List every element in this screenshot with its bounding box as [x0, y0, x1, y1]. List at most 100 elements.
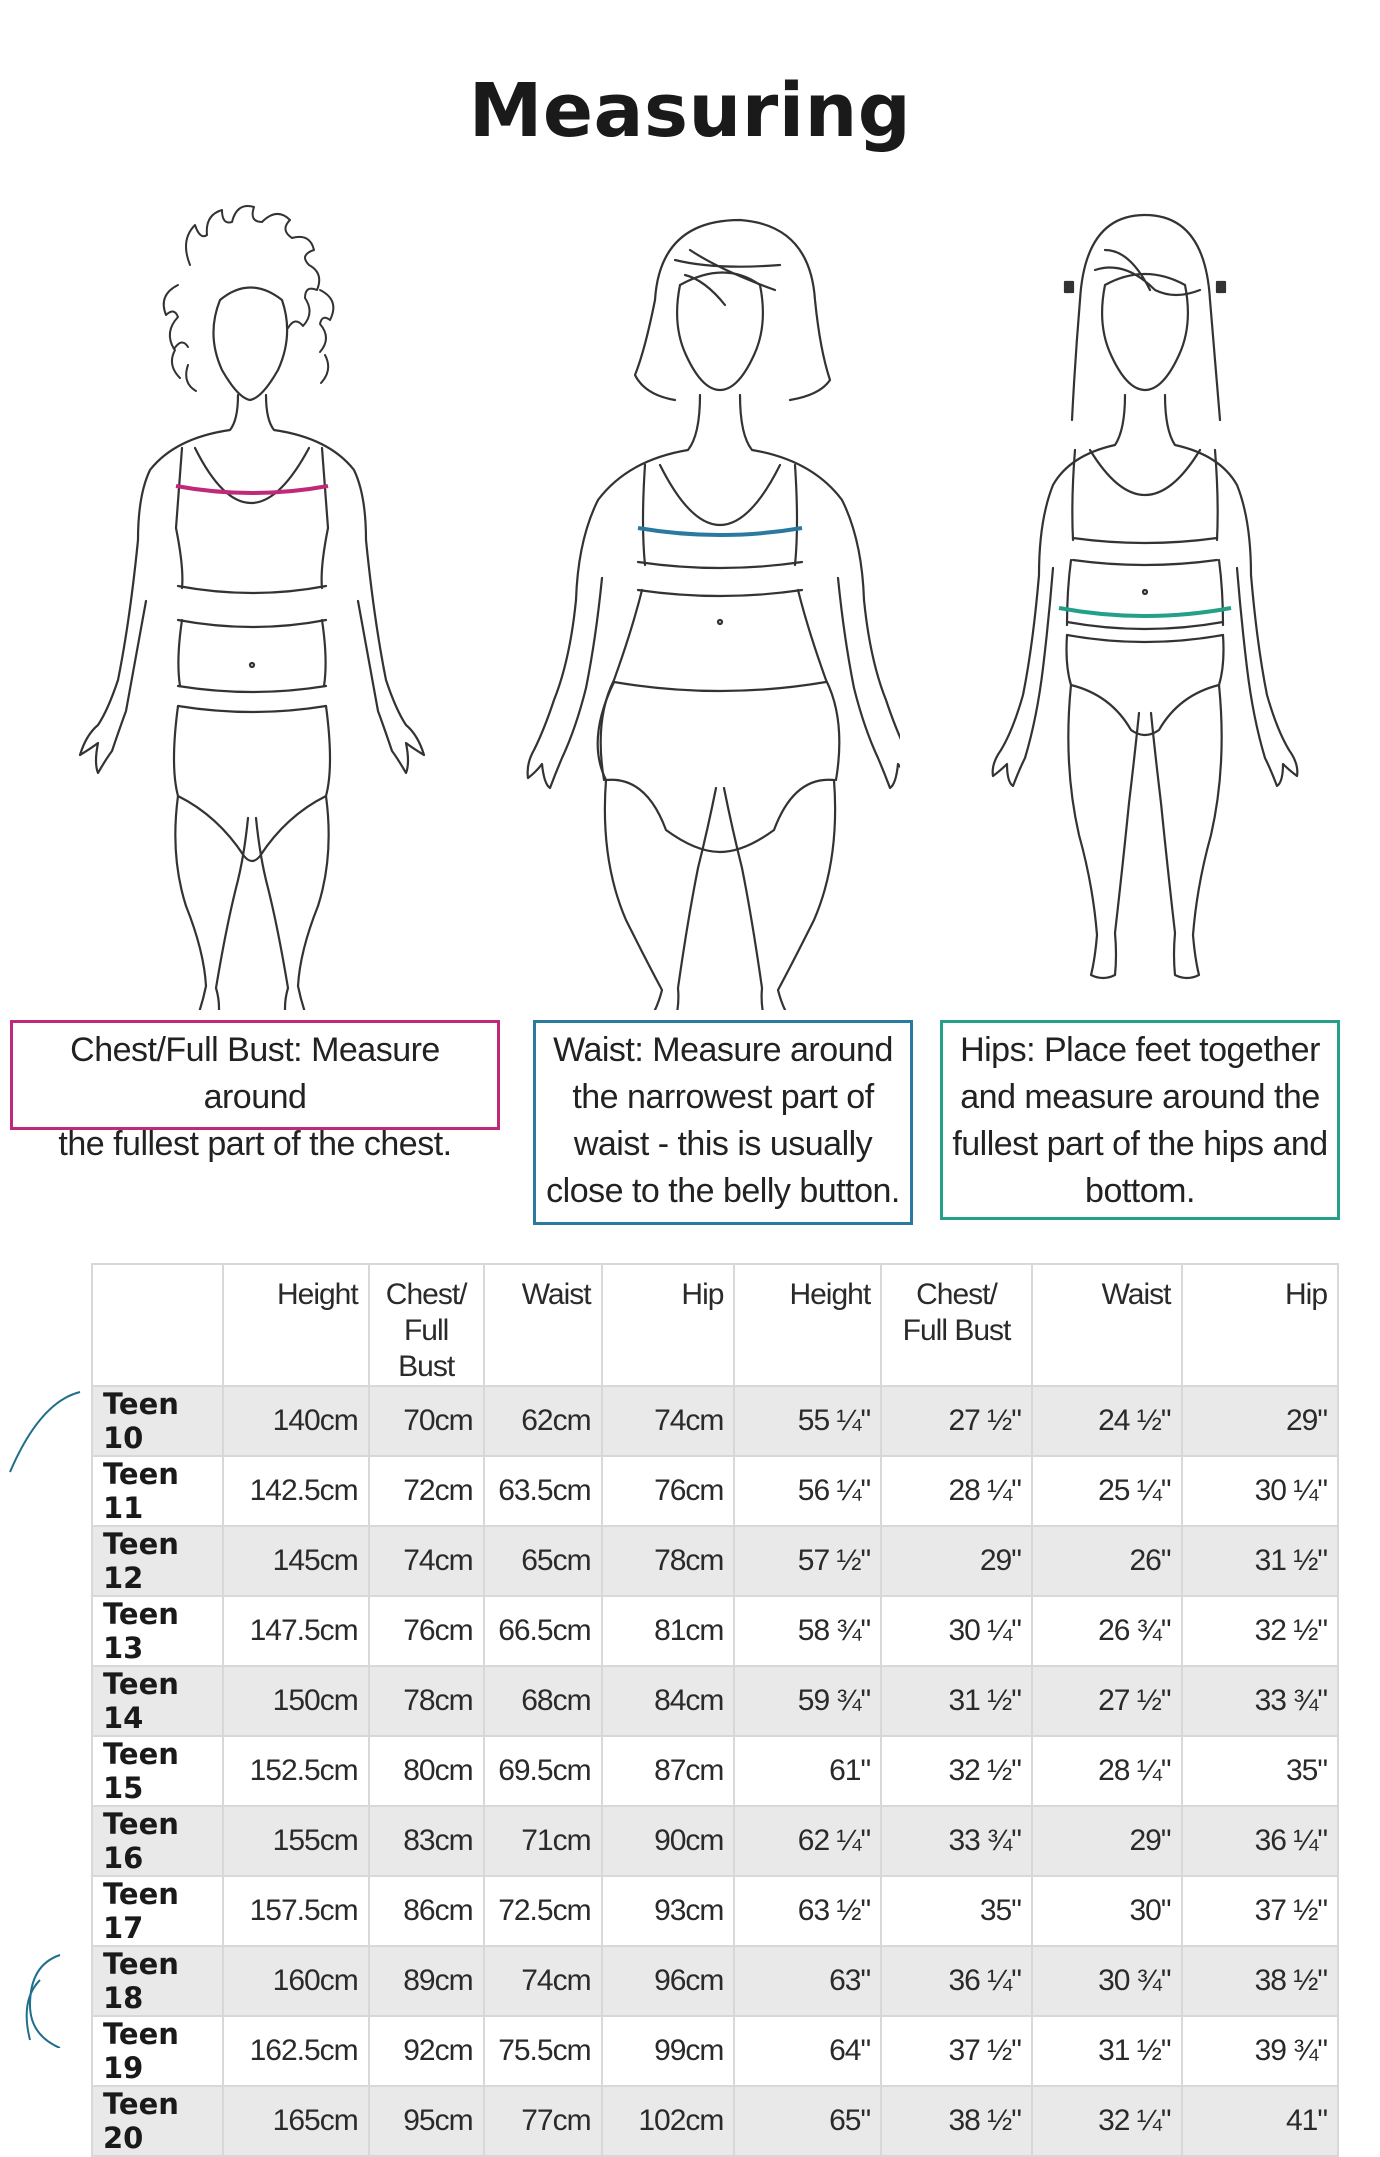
table-row: Teen 18 160cm 89cm 74cm 96cm 63" 36 ¼" 30 ¾" 38 … — [91, 1945, 1339, 2017]
chest-figure — [70, 190, 450, 1010]
measurement-cell: 29" — [1180, 1385, 1339, 1457]
measurement-cell: 24 ½" — [1030, 1385, 1183, 1457]
measurement-cell: 72cm — [367, 1455, 485, 1527]
size-label: Teen 12 — [91, 1525, 224, 1597]
measurement-cell: 76cm — [600, 1455, 736, 1527]
chest-figure-illustration — [78, 205, 426, 1010]
measurement-cell: 28 ¼" — [1030, 1735, 1183, 1807]
measurement-cell: 155cm — [221, 1805, 370, 1877]
measurement-cell: 152.5cm — [221, 1735, 370, 1807]
measurement-cell: 93cm — [600, 1875, 736, 1947]
measurement-cell: 102cm — [600, 2085, 736, 2157]
measurement-cell: 28 ¼" — [880, 1455, 1033, 1527]
waist-caption: Waist: Measure around the narrowest part… — [533, 1020, 913, 1225]
measurement-cell: 96cm — [600, 1945, 736, 2017]
waist-caption-line: close to the belly button. — [546, 1172, 900, 1210]
measurement-cell: 55 ¼" — [733, 1385, 883, 1457]
table-row: Teen 11 142.5cm 72cm 63.5cm 76cm 56 ¼" 28 ¼" 25… — [91, 1455, 1339, 1527]
measurement-cell: 162.5cm — [221, 2015, 370, 2087]
chest-measure-line — [175, 484, 329, 495]
hips-caption: Hips: Place feet together and measure ar… — [940, 1020, 1340, 1220]
size-label: Teen 15 — [91, 1735, 224, 1807]
measurement-cell: 81cm — [600, 1595, 736, 1667]
measurement-cell: 83cm — [367, 1805, 485, 1877]
measurement-cell: 33 ¾" — [1180, 1665, 1339, 1737]
measurement-cell: 63" — [733, 1945, 883, 2017]
table-row: Teen 15 152.5cm 80cm 69.5cm 87cm 61" 32 ½" 28 ¼… — [91, 1735, 1339, 1807]
hips-caption-line: and measure around the — [960, 1078, 1320, 1116]
waist-measure-line — [637, 526, 803, 537]
measurement-cell: 30 ¼" — [1180, 1455, 1339, 1527]
measurement-cell: 147.5cm — [221, 1595, 370, 1667]
waist-caption-line: the narrowest part of — [572, 1078, 874, 1116]
hips-figure-illustration — [991, 213, 1299, 980]
decorative-swirl-icon — [9, 1391, 81, 2048]
hips-caption-line: bottom. — [1085, 1172, 1195, 1210]
measurement-cell: 63 ½" — [733, 1875, 883, 1947]
chest-caption: Chest/Full Bust: Measure around the full… — [10, 1020, 500, 1163]
measurement-cell: 32 ¼" — [1030, 2085, 1183, 2157]
measurement-cell: 27 ½" — [1030, 1665, 1183, 1737]
measurement-cell: 37 ½" — [1180, 1875, 1339, 1947]
measurement-cell: 145cm — [221, 1525, 370, 1597]
measurement-cell: 59 ¾" — [733, 1665, 883, 1737]
measurement-cell: 74cm — [482, 1945, 603, 2017]
measurement-cell: 36 ¼" — [1180, 1805, 1339, 1877]
measurement-cell: 63.5cm — [482, 1455, 603, 1527]
waist-figure — [510, 190, 900, 1010]
measurement-cell: 26 ¾" — [1030, 1595, 1183, 1667]
measurement-cell: 33 ¾" — [880, 1805, 1033, 1877]
measurement-cell: 26" — [1030, 1525, 1183, 1597]
measurement-cell: 150cm — [221, 1665, 370, 1737]
measurement-cell: 92cm — [367, 2015, 485, 2087]
measurement-cell: 72.5cm — [482, 1875, 603, 1947]
column-header: Hip — [600, 1263, 736, 1387]
measurement-cell: 41" — [1180, 2085, 1339, 2157]
measurement-cell: 25 ¼" — [1030, 1455, 1183, 1527]
table-row: Teen 17 157.5cm 86cm 72.5cm 93cm 63 ½" 35" 30" 3… — [91, 1875, 1339, 1947]
measurement-cell: 31 ½" — [1180, 1525, 1339, 1597]
column-header: Height — [221, 1263, 370, 1387]
size-label: Teen 20 — [91, 2085, 224, 2157]
measurement-cell: 62cm — [482, 1385, 603, 1457]
measurement-cell: 157.5cm — [221, 1875, 370, 1947]
measurement-cell: 90cm — [600, 1805, 736, 1877]
table-row: Teen 19 162.5cm 92cm 75.5cm 99cm 64" 37 ½" 31 ½… — [91, 2015, 1339, 2087]
table-header-row: Height Chest/Full Bust Waist Hip Height Chest… — [91, 1263, 1339, 1387]
measurement-cell: 30 ¾" — [1030, 1945, 1183, 2017]
measurement-cell: 165cm — [221, 2085, 370, 2157]
chest-caption-line: Chest/Full Bust: Measure around — [70, 1031, 440, 1116]
size-label: Teen 17 — [91, 1875, 224, 1947]
measurement-cell: 74cm — [600, 1385, 736, 1457]
measurement-cell: 62 ¼" — [733, 1805, 883, 1877]
measurement-cell: 142.5cm — [221, 1455, 370, 1527]
column-header-line: Waist — [521, 1278, 592, 1311]
measurement-cell: 84cm — [600, 1665, 736, 1737]
waist-caption-line: waist - this is usually — [573, 1125, 873, 1163]
column-header: Chest/Full Bust — [880, 1263, 1033, 1387]
measurement-cell: 32 ½" — [1180, 1595, 1339, 1667]
measurement-cell: 37 ½" — [880, 2015, 1033, 2087]
measurement-cell: 36 ¼" — [880, 1945, 1033, 2017]
measurement-cell: 76cm — [367, 1595, 485, 1667]
measurement-cell: 69.5cm — [482, 1735, 603, 1807]
hips-figure — [965, 190, 1305, 1010]
measurement-cell: 38 ½" — [880, 2085, 1033, 2157]
measurement-cell: 61" — [733, 1735, 883, 1807]
measurement-cell: 95cm — [367, 2085, 485, 2157]
column-header-line: Chest/ — [916, 1278, 998, 1311]
column-header-line: Full Bust — [902, 1314, 1012, 1347]
size-label: Teen 16 — [91, 1805, 224, 1877]
measurement-cell: 57 ½" — [733, 1525, 883, 1597]
measurement-cell: 64" — [733, 2015, 883, 2087]
hips-measure-line — [1058, 606, 1232, 618]
measurement-cell: 160cm — [221, 1945, 370, 2017]
measurement-cell: 39 ¾" — [1180, 2015, 1339, 2087]
table-body: Teen 10 140cm 70cm 62cm 74cm 55 ¼" 27 ½" 24 ½" 2… — [91, 1385, 1339, 2157]
measurement-cell: 31 ½" — [1030, 2015, 1183, 2087]
waist-caption-line: Waist: Measure around — [553, 1031, 893, 1069]
measurement-cell: 77cm — [482, 2085, 603, 2157]
measurement-cell: 140cm — [221, 1385, 370, 1457]
measurement-cell: 87cm — [600, 1735, 736, 1807]
table-row: Teen 10 140cm 70cm 62cm 74cm 55 ¼" 27 ½" 24 ½" 2… — [91, 1385, 1339, 1457]
